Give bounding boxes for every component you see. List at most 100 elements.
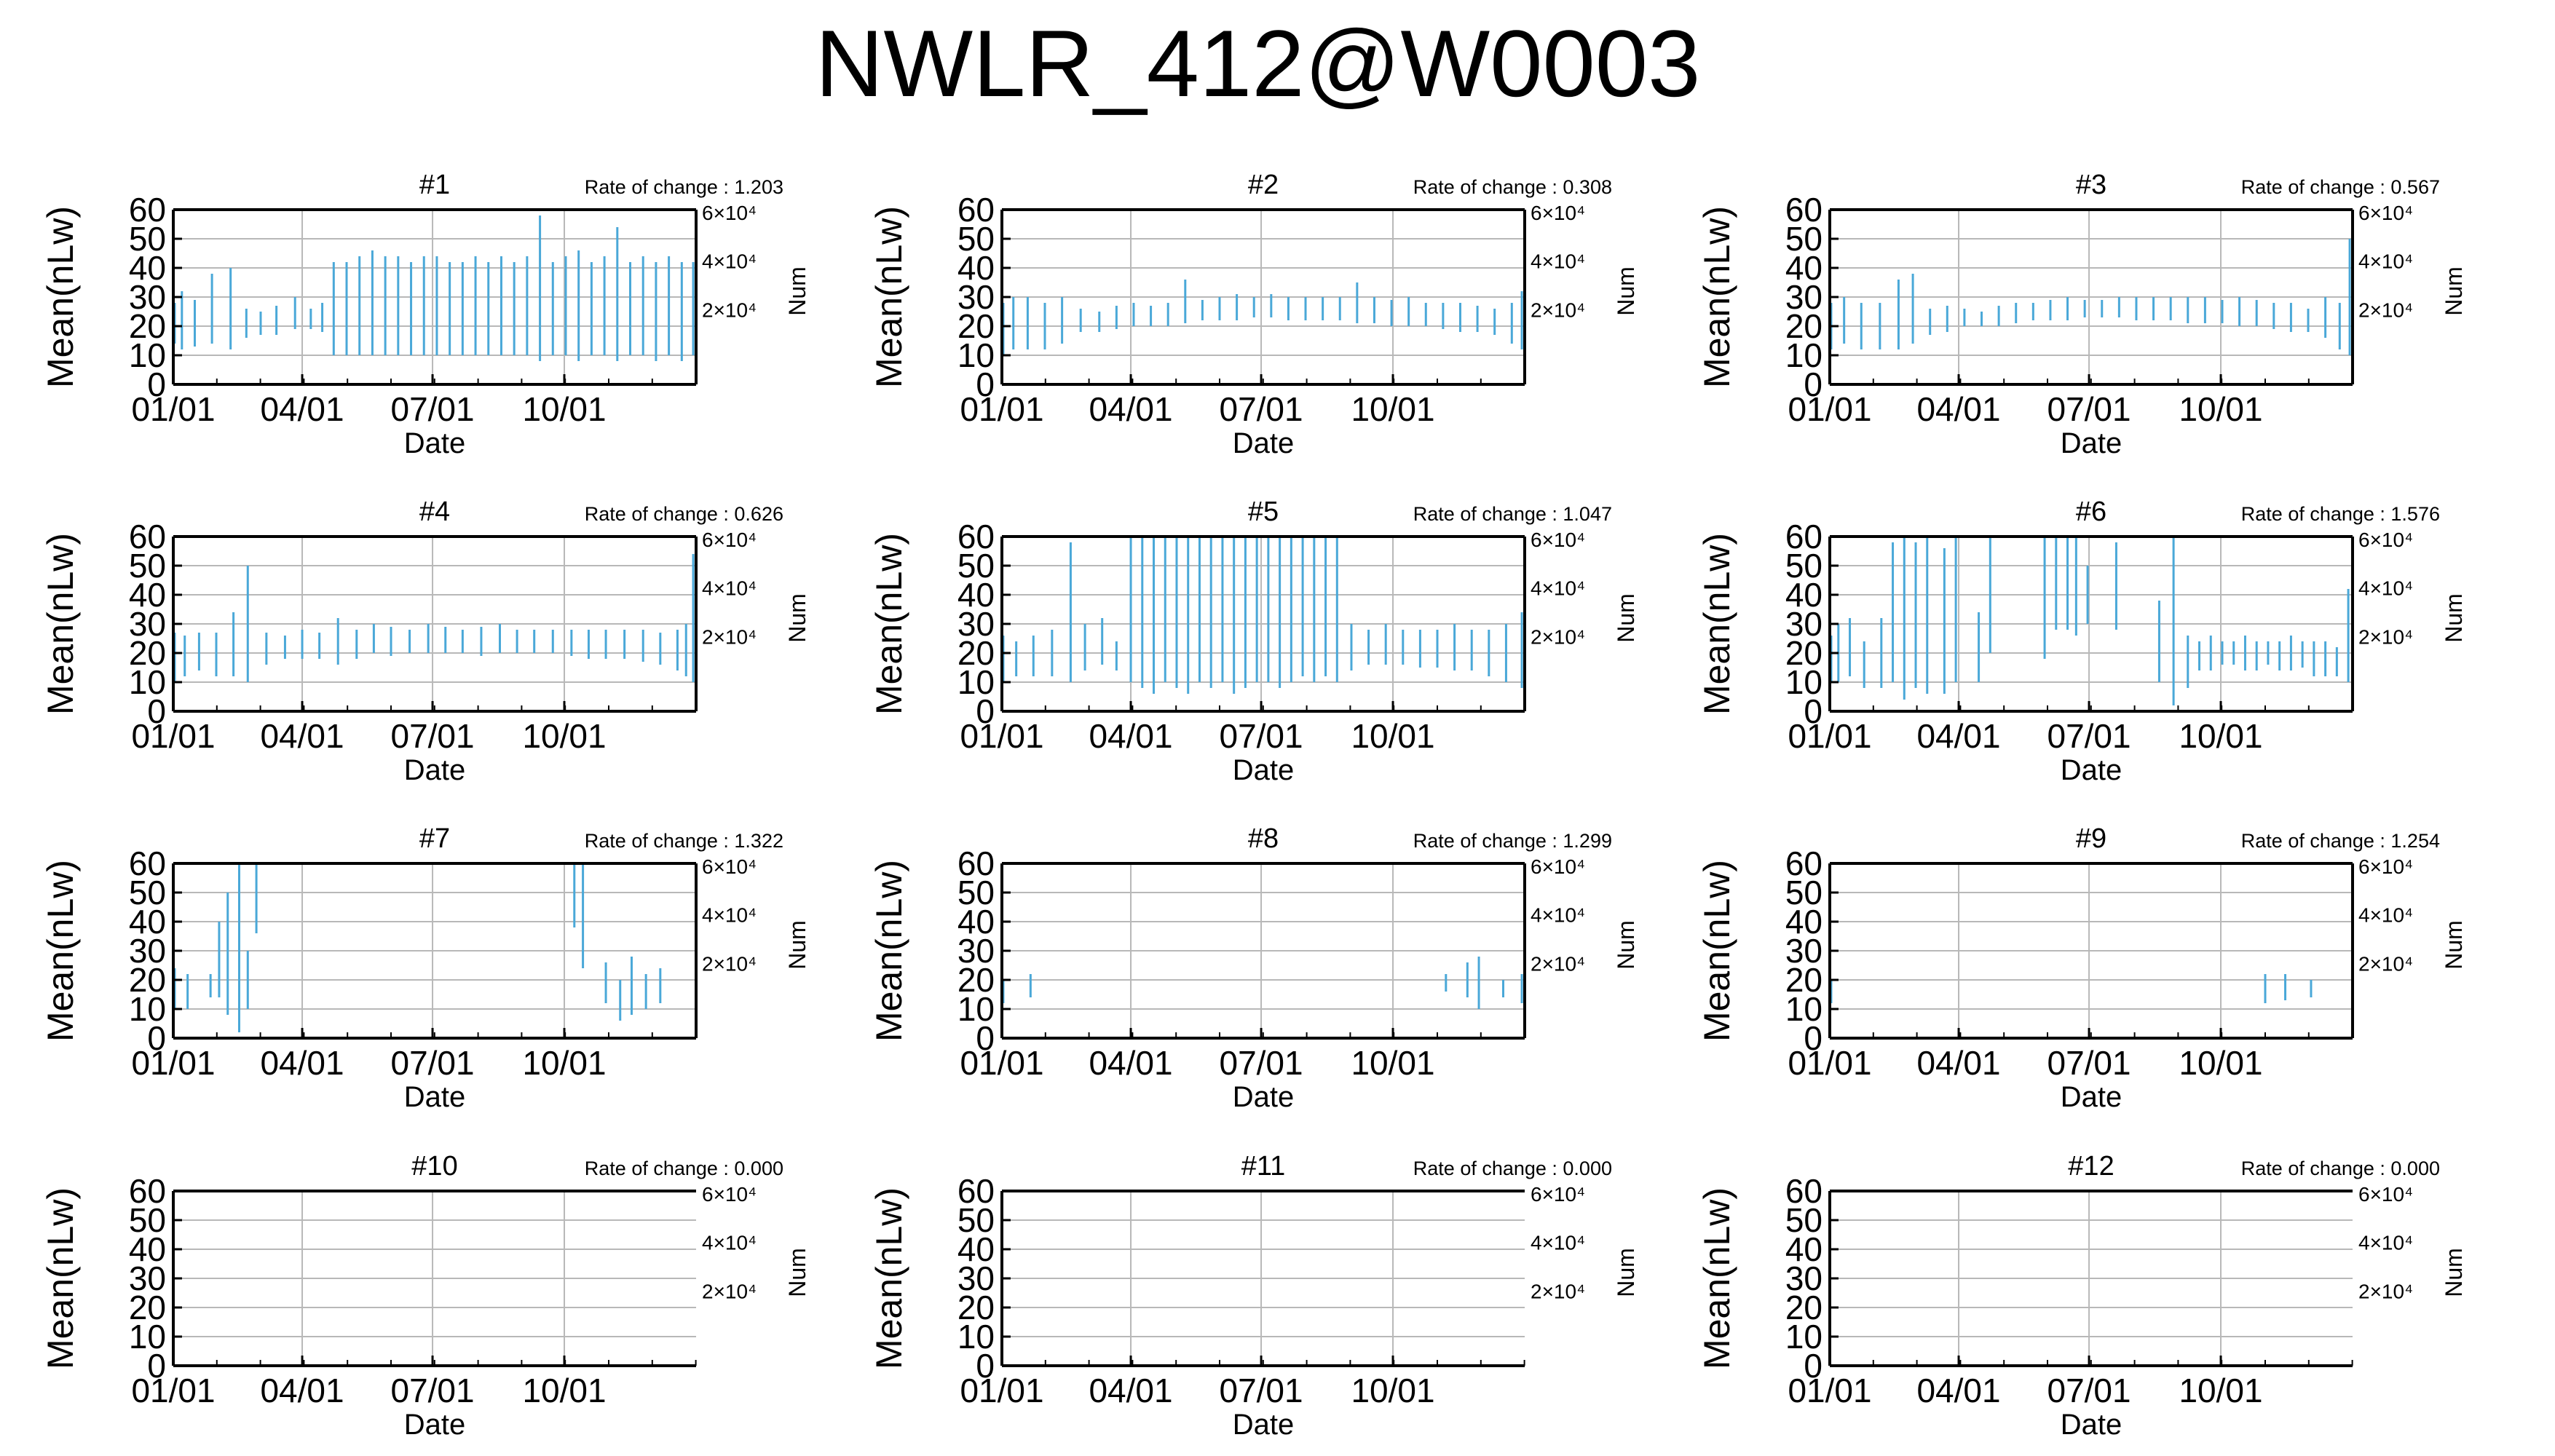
x-tick-label: 07/01 bbox=[1219, 1044, 1303, 1082]
x-axis-label: Date bbox=[1233, 1081, 1295, 1113]
x-tick-label: 04/01 bbox=[1916, 1044, 2000, 1082]
x-tick-label: 01/01 bbox=[1788, 390, 1871, 428]
y2-tick-label: 2×10⁴ bbox=[702, 1280, 757, 1302]
y-tick-label: 50 bbox=[129, 874, 166, 911]
y2-tick-label: 4×10⁴ bbox=[702, 577, 757, 600]
y-tick-label: 0 bbox=[147, 1347, 166, 1385]
y-tick-label: 30 bbox=[129, 932, 166, 970]
y-tick-label: 10 bbox=[129, 1318, 166, 1356]
x-tick-label: 04/01 bbox=[260, 1044, 344, 1082]
y-tick-label: 0 bbox=[976, 1019, 995, 1057]
x-tick-label: 01/01 bbox=[131, 390, 215, 428]
x-tick-label: 10/01 bbox=[1351, 390, 1434, 428]
y2-axis-label: Num bbox=[2441, 920, 2467, 970]
y-tick-label: 10 bbox=[1785, 990, 1823, 1028]
y-tick-label: 40 bbox=[129, 1230, 166, 1268]
y-tick-label: 10 bbox=[129, 336, 166, 374]
x-tick-label: 01/01 bbox=[960, 1372, 1043, 1409]
y-tick-label: 30 bbox=[129, 605, 166, 643]
panel-title: #11 bbox=[1241, 1151, 1286, 1182]
y-tick-label: 60 bbox=[957, 1172, 995, 1210]
y-tick-label: 20 bbox=[129, 961, 166, 999]
y2-tick-label: 4×10⁴ bbox=[1531, 250, 1585, 273]
y-axis-label: Mean(nLw) bbox=[40, 533, 81, 715]
y-tick-label: 10 bbox=[1785, 336, 1823, 374]
y2-tick-label: 6×10⁴ bbox=[702, 855, 757, 878]
x-tick-label: 10/01 bbox=[522, 390, 606, 428]
x-tick-label: 07/01 bbox=[2047, 717, 2131, 755]
y2-tick-label: 4×10⁴ bbox=[1531, 1232, 1585, 1254]
x-axis-label: Date bbox=[1233, 427, 1295, 459]
panel-title: #6 bbox=[2076, 496, 2106, 527]
x-tick-label: 07/01 bbox=[1219, 390, 1303, 428]
panel-title: #5 bbox=[1248, 496, 1279, 527]
rate-of-change-label: Rate of change : 0.626 bbox=[585, 503, 783, 525]
y-tick-label: 50 bbox=[957, 1201, 995, 1239]
x-axis-label: Date bbox=[2061, 754, 2122, 786]
y-tick-label: 10 bbox=[129, 990, 166, 1028]
y-tick-label: 50 bbox=[957, 220, 995, 258]
rate-of-change-label: Rate of change : 1.322 bbox=[585, 830, 783, 852]
x-tick-label: 10/01 bbox=[2179, 390, 2262, 428]
y2-axis-label: Num bbox=[2441, 1248, 2467, 1297]
y2-tick-label: 6×10⁴ bbox=[2358, 529, 2413, 551]
y-tick-label: 60 bbox=[129, 1172, 166, 1210]
panel-title: #10 bbox=[411, 1151, 457, 1182]
y-tick-label: 60 bbox=[1785, 844, 1823, 882]
x-tick-label: 04/01 bbox=[1916, 390, 2000, 428]
y2-tick-label: 4×10⁴ bbox=[2358, 1232, 2413, 1254]
y-tick-label: 30 bbox=[1785, 1259, 1823, 1297]
y-tick-label: 40 bbox=[957, 576, 995, 614]
x-axis-label: Date bbox=[404, 1409, 466, 1441]
x-tick-label: 07/01 bbox=[390, 390, 474, 428]
y-tick-label: 40 bbox=[1785, 576, 1823, 614]
panel-title: #12 bbox=[2068, 1151, 2114, 1182]
y-tick-label: 20 bbox=[129, 634, 166, 672]
y-tick-label: 20 bbox=[129, 307, 166, 345]
y-tick-label: 20 bbox=[1785, 1289, 1823, 1326]
y-tick-label: 50 bbox=[957, 874, 995, 911]
x-tick-label: 04/01 bbox=[1089, 717, 1172, 755]
y2-axis-label: Num bbox=[1613, 266, 1639, 316]
y-axis-label: Mean(nLw) bbox=[1697, 860, 1737, 1042]
x-tick-label: 07/01 bbox=[390, 1372, 474, 1409]
y-tick-label: 30 bbox=[129, 278, 166, 316]
y2-tick-label: 2×10⁴ bbox=[1531, 1280, 1585, 1302]
y-tick-label: 50 bbox=[957, 547, 995, 585]
panel-title: #8 bbox=[1248, 823, 1279, 854]
y-tick-label: 0 bbox=[1804, 1347, 1823, 1385]
y2-axis-label: Num bbox=[784, 920, 810, 970]
y2-tick-label: 4×10⁴ bbox=[702, 1232, 757, 1254]
x-axis-label: Date bbox=[1233, 1409, 1295, 1441]
y2-tick-label: 4×10⁴ bbox=[2358, 250, 2413, 273]
x-tick-label: 04/01 bbox=[1089, 1372, 1172, 1409]
y2-axis-label: Num bbox=[2441, 266, 2467, 316]
x-tick-label: 07/01 bbox=[390, 717, 474, 755]
y2-tick-label: 2×10⁴ bbox=[2358, 952, 2413, 975]
y-tick-label: 0 bbox=[147, 692, 166, 730]
y2-tick-label: 2×10⁴ bbox=[2358, 1280, 2413, 1302]
x-tick-label: 07/01 bbox=[1219, 717, 1303, 755]
y-tick-label: 30 bbox=[1785, 932, 1823, 970]
y-axis-label: Mean(nLw) bbox=[869, 206, 909, 388]
y-tick-label: 40 bbox=[957, 903, 995, 941]
y2-tick-label: 6×10⁴ bbox=[2358, 855, 2413, 878]
x-tick-label: 10/01 bbox=[522, 1044, 606, 1082]
y-tick-label: 60 bbox=[957, 844, 995, 882]
y2-tick-label: 4×10⁴ bbox=[702, 250, 757, 273]
x-tick-label: 04/01 bbox=[260, 1372, 344, 1409]
rate-of-change-label: Rate of change : 1.299 bbox=[1413, 830, 1612, 852]
y2-tick-label: 2×10⁴ bbox=[702, 952, 757, 975]
y2-tick-label: 6×10⁴ bbox=[702, 202, 757, 224]
y-tick-label: 20 bbox=[1785, 307, 1823, 345]
rate-of-change-label: Rate of change : 0.000 bbox=[2241, 1158, 2440, 1179]
x-tick-label: 04/01 bbox=[1089, 390, 1172, 428]
y-tick-label: 0 bbox=[976, 365, 995, 403]
y-tick-label: 40 bbox=[129, 576, 166, 614]
y-tick-label: 30 bbox=[1785, 605, 1823, 643]
